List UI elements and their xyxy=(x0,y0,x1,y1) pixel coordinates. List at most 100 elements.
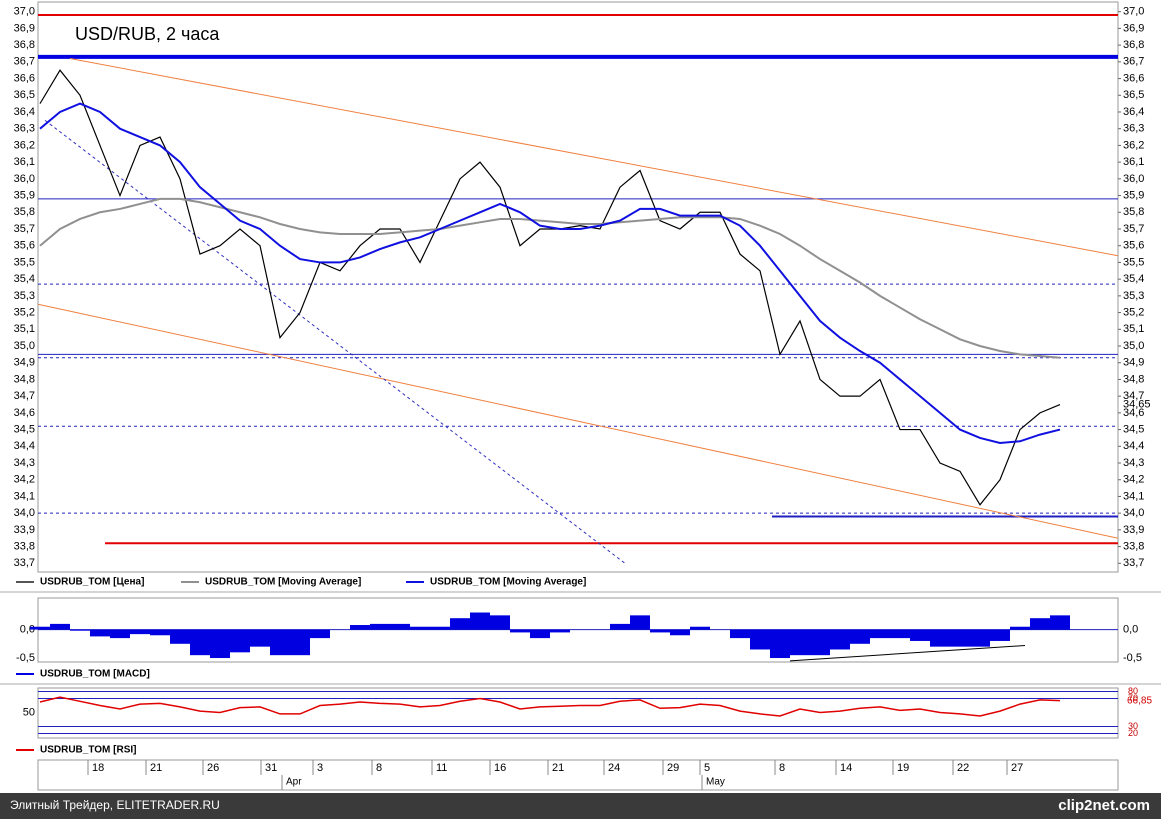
macd-bar xyxy=(530,629,550,639)
macd-bar xyxy=(450,618,470,630)
y-tick-label: 35,9 xyxy=(14,189,35,201)
series-line xyxy=(39,69,1061,506)
last-value-label: 34,65 xyxy=(1123,398,1151,410)
y-tick-label: 80 xyxy=(1128,686,1138,696)
x-tick-label: 14 xyxy=(840,762,852,774)
macd-bar xyxy=(70,629,90,631)
macd-bar xyxy=(90,629,110,637)
y-tick-label: 34,6 xyxy=(1123,407,1144,419)
y-tick-label: 36,3 xyxy=(14,123,35,135)
y-tick-label: 35,6 xyxy=(1123,240,1144,252)
x-tick-label: 8 xyxy=(376,762,382,774)
legend-label: USDRUB_TOM [Цена] xyxy=(40,577,144,588)
y-tick-label: 34,8 xyxy=(1123,373,1144,385)
macd-bar xyxy=(30,626,50,630)
y-tick-label: 33,9 xyxy=(14,524,35,536)
y-tick-label: 36,8 xyxy=(1123,39,1144,51)
macd-bar xyxy=(210,629,230,659)
macd-bar xyxy=(1050,615,1070,630)
y-tick-label: 36,4 xyxy=(1123,106,1144,118)
x-tick-label: 16 xyxy=(494,762,506,774)
y-tick-label: 0,0 xyxy=(1123,623,1138,635)
x-tick-label: 29 xyxy=(667,762,679,774)
y-tick-label: 36,8 xyxy=(14,39,35,51)
macd-bar xyxy=(190,629,210,656)
x-tick-label: 19 xyxy=(897,762,909,774)
legend-label: USDRUB_TOM [MACD] xyxy=(40,669,150,680)
y-tick-label: 36,4 xyxy=(14,106,35,118)
trend-line xyxy=(69,57,1119,257)
y-tick-label: 36,0 xyxy=(1123,173,1144,185)
y-tick-label: 34,3 xyxy=(1123,457,1144,469)
y-tick-label: 35,7 xyxy=(14,223,35,235)
y-tick-label: 34,5 xyxy=(14,423,35,435)
macd-bar xyxy=(510,629,530,633)
y-tick-label: 34,1 xyxy=(14,490,35,502)
x-tick-label: 8 xyxy=(779,762,785,774)
macd-bar xyxy=(290,629,310,656)
macd-bar xyxy=(790,629,810,656)
y-tick-label: 34,2 xyxy=(1123,474,1144,486)
macd-bar xyxy=(310,629,330,639)
y-tick-label: 34,6 xyxy=(14,407,35,419)
y-tick-label: 36,1 xyxy=(1123,156,1144,168)
y-tick-label: 33,7 xyxy=(14,557,35,569)
legend-label: USDRUB_TOM [Moving Average] xyxy=(205,577,361,588)
y-tick-label: 36,7 xyxy=(14,56,35,68)
macd-bar xyxy=(910,629,930,641)
y-tick-label: 36,0 xyxy=(14,173,35,185)
x-tick-label: 21 xyxy=(552,762,564,774)
y-tick-label: 34,0 xyxy=(1123,507,1144,519)
legend-label: USDRUB_TOM [Moving Average] xyxy=(430,577,586,588)
time-axis xyxy=(37,759,1119,791)
macd-bar xyxy=(1010,626,1030,630)
macd-bar xyxy=(610,623,630,630)
macd-bar xyxy=(250,629,270,647)
macd-bar xyxy=(950,629,970,647)
y-tick-label: 35,5 xyxy=(14,256,35,268)
x-tick-label: 26 xyxy=(207,762,219,774)
y-tick-label: 34,5 xyxy=(1123,423,1144,435)
y-tick-label: 35,3 xyxy=(14,290,35,302)
macd-bar xyxy=(550,629,570,633)
macd-bar xyxy=(270,629,290,656)
y-tick-label: 34,9 xyxy=(14,357,35,369)
y-tick-label: 34,3 xyxy=(14,457,35,469)
month-label: May xyxy=(706,777,725,788)
x-tick-label: 31 xyxy=(265,762,277,774)
y-tick-label: 50 xyxy=(23,706,35,718)
y-tick-label: 35,0 xyxy=(1123,340,1144,352)
y-tick-label: -0,5 xyxy=(16,652,35,664)
macd-bar xyxy=(170,629,190,644)
macd-bar xyxy=(350,625,370,630)
y-tick-label: -0,5 xyxy=(1123,652,1142,664)
macd-bar xyxy=(890,629,910,639)
y-tick-label: 34,9 xyxy=(1123,357,1144,369)
y-tick-label: 36,6 xyxy=(14,72,35,84)
macd-bar xyxy=(970,629,990,647)
macd-bar xyxy=(390,623,410,630)
y-tick-label: 35,4 xyxy=(14,273,35,285)
x-tick-label: 24 xyxy=(608,762,620,774)
x-tick-label: 22 xyxy=(957,762,969,774)
x-tick-label: 27 xyxy=(1011,762,1023,774)
y-tick-label: 30 xyxy=(1128,721,1138,731)
y-tick-label: 35,8 xyxy=(1123,206,1144,218)
macd-bar xyxy=(110,629,130,639)
macd-bar xyxy=(690,626,710,630)
y-tick-label: 34,2 xyxy=(14,474,35,486)
y-tick-label: 0,0 xyxy=(20,623,35,635)
y-tick-label: 36,2 xyxy=(1123,139,1144,151)
macd-bar xyxy=(870,629,890,639)
x-tick-label: 5 xyxy=(704,762,710,774)
x-tick-label: 18 xyxy=(92,762,104,774)
macd-bar xyxy=(750,629,770,650)
y-tick-label: 35,2 xyxy=(1123,306,1144,318)
macd-bar xyxy=(470,612,490,630)
y-tick-label: 35,8 xyxy=(14,206,35,218)
y-tick-label: 35,0 xyxy=(14,340,35,352)
macd-bar xyxy=(650,629,670,633)
y-tick-label: 35,1 xyxy=(14,323,35,335)
macd-bar xyxy=(50,623,70,630)
